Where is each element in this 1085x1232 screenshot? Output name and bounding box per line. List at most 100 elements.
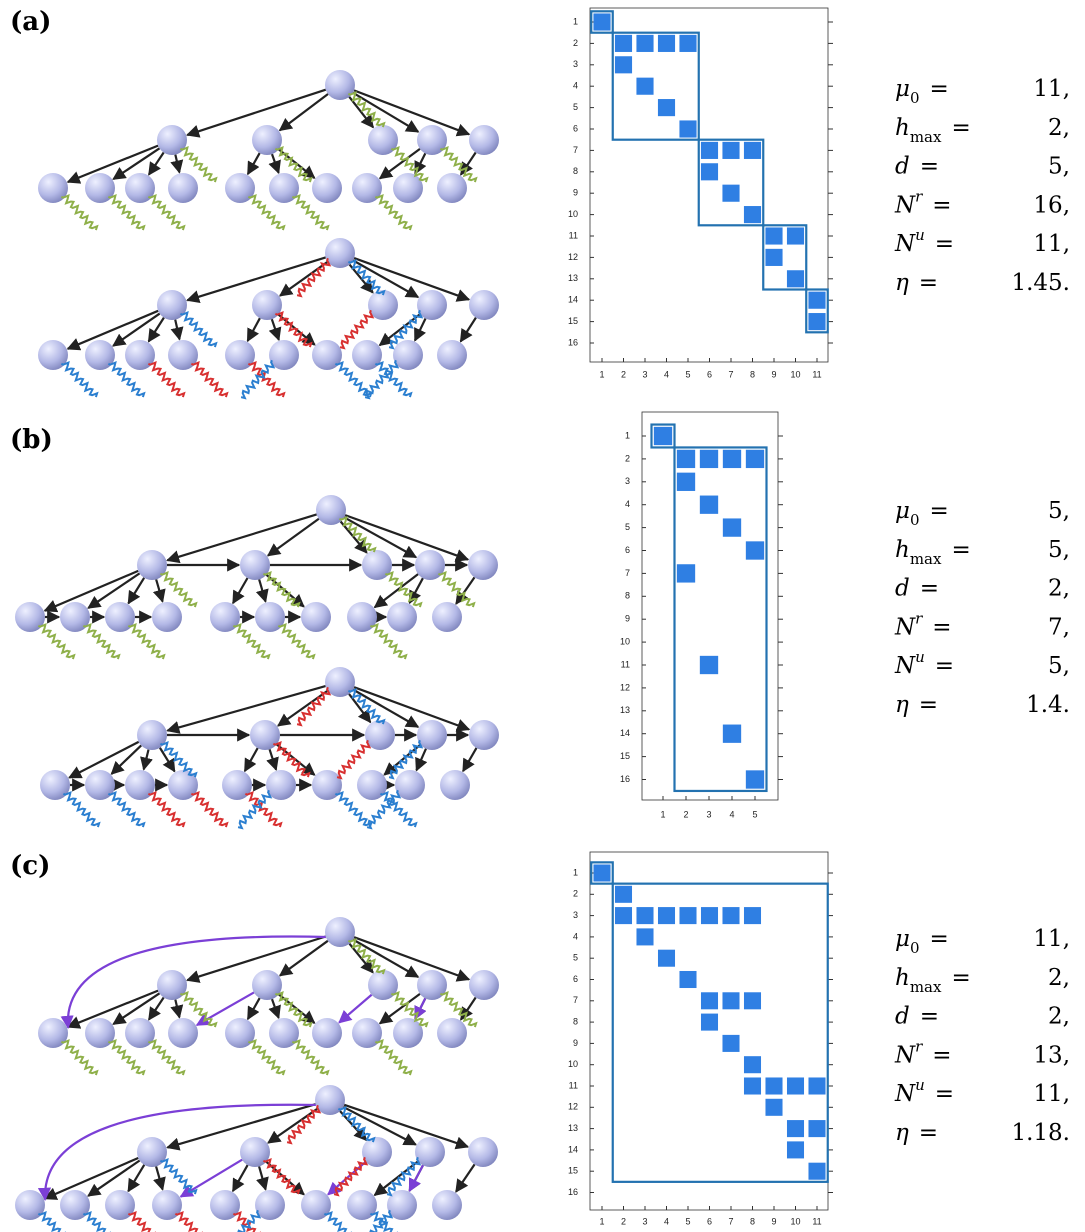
edge-arrow [373, 573, 419, 609]
edge-arrow [462, 747, 478, 773]
photon-wave [334, 790, 373, 828]
param-value: 2, [1048, 965, 1070, 991]
photon-wave [336, 739, 372, 780]
row-tick-label: 7 [573, 995, 578, 1005]
matrix-cell [676, 564, 696, 583]
edge-arrow [147, 317, 165, 343]
matrix-cell [636, 34, 654, 52]
edge-arrow [352, 259, 420, 299]
row-tick-label: 5 [573, 102, 578, 112]
matrix-cell [657, 907, 676, 925]
node [225, 1018, 255, 1048]
photon-wave [159, 1157, 198, 1195]
node [266, 770, 296, 800]
param-symbol: d = [895, 154, 939, 180]
matrix-cell [786, 1120, 805, 1138]
node [225, 173, 255, 203]
edge-arrow [127, 1164, 146, 1193]
node [210, 602, 240, 632]
row-tick-label: 12 [568, 252, 578, 262]
relation: = [930, 76, 949, 102]
edge-arrow [158, 747, 176, 773]
param-symbol: Nr = [894, 187, 952, 218]
col-tick-label: 1 [599, 369, 604, 379]
row-tick-label: 8 [573, 166, 578, 176]
node [325, 238, 355, 268]
param-value: 1.4. [1026, 692, 1070, 718]
row-tick-label: 1 [573, 16, 578, 26]
edge-arrow [343, 1103, 470, 1150]
param-symbol: Nr = [894, 609, 952, 640]
edge-arrow [267, 1107, 319, 1144]
edge-arrow [344, 514, 470, 562]
matrix-cell [657, 34, 676, 52]
symbol-name: h [895, 537, 910, 563]
matrix-cell [808, 1077, 826, 1095]
param-value: 5, [1048, 653, 1070, 679]
photon-wave [439, 990, 478, 1028]
matrix-cell [722, 184, 740, 202]
relation: = [935, 231, 954, 257]
photon-wave [127, 1210, 156, 1232]
edge-arrow [112, 147, 161, 181]
matrix-cell [722, 724, 742, 743]
photon-wave [244, 790, 283, 828]
node [469, 125, 499, 155]
photon-wave [386, 1156, 422, 1197]
node [393, 173, 423, 203]
symbol-subscript: max [910, 978, 942, 996]
photon-wave [291, 1038, 330, 1076]
photon-wave [337, 1105, 376, 1143]
relation: = [951, 537, 970, 563]
edge-arrow [348, 263, 374, 294]
symbol-name: h [895, 115, 910, 141]
row-tick-label: 16 [620, 774, 630, 784]
row-tick-label: 13 [568, 273, 578, 283]
param-value: 1.18. [1011, 1120, 1070, 1146]
edge-arrow [185, 935, 327, 983]
matrix-cell [743, 992, 762, 1010]
symbol-superscript: r [915, 1037, 923, 1055]
node [325, 667, 355, 697]
edge-arrow [170, 319, 184, 341]
col-tick-label: 5 [752, 809, 757, 819]
row-tick-label: 3 [573, 59, 578, 69]
edge-arrow [459, 151, 477, 176]
matrix-cell [745, 541, 765, 560]
col-tick-label: 3 [706, 809, 711, 819]
col-tick-label: 4 [729, 809, 734, 819]
photon-wave [60, 1038, 99, 1076]
row-tick-label: 4 [625, 499, 630, 509]
node [125, 1018, 155, 1048]
node [137, 550, 167, 580]
col-tick-label: 7 [728, 1216, 733, 1226]
node [105, 1190, 135, 1220]
edge-arrow [246, 152, 261, 176]
edge-arrow [147, 996, 165, 1021]
node [368, 290, 398, 320]
edge-arrow [243, 747, 259, 773]
row-tick-label: 15 [568, 1166, 578, 1176]
col-tick-label: 8 [750, 1216, 755, 1226]
node [301, 602, 331, 632]
col-tick-label: 2 [621, 1216, 626, 1226]
col-tick-label: 2 [683, 809, 688, 819]
node [225, 340, 255, 370]
node [387, 1190, 417, 1220]
matrix-cell [743, 206, 762, 224]
edge-arrow [166, 685, 326, 734]
node [440, 770, 470, 800]
edge-arrow [348, 693, 372, 724]
edge-arrow [459, 317, 477, 343]
photon-wave [374, 193, 413, 231]
param-symbol: Nu = [894, 226, 954, 257]
edge-arrow [343, 516, 418, 559]
relation: = [932, 614, 951, 640]
node [250, 720, 280, 750]
node [240, 550, 270, 580]
param-symbol: μ0 = [895, 76, 949, 107]
node [85, 1018, 115, 1048]
edge-arrow [232, 577, 249, 605]
node [252, 970, 282, 1000]
node [417, 290, 447, 320]
